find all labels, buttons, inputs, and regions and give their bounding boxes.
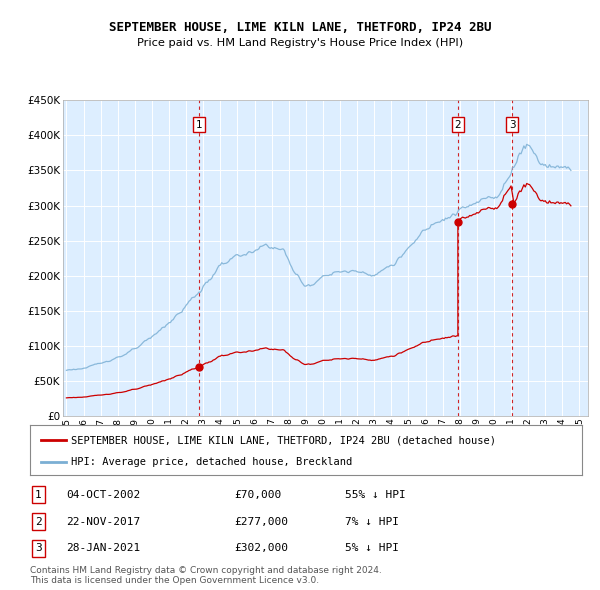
Text: 55% ↓ HPI: 55% ↓ HPI [344,490,406,500]
Text: 1: 1 [196,120,202,130]
Text: 3: 3 [35,543,41,553]
Text: Contains HM Land Registry data © Crown copyright and database right 2024.
This d: Contains HM Land Registry data © Crown c… [30,566,382,585]
Text: 3: 3 [509,120,515,130]
Text: 04-OCT-2002: 04-OCT-2002 [66,490,140,500]
Text: £302,000: £302,000 [234,543,288,553]
Text: HPI: Average price, detached house, Breckland: HPI: Average price, detached house, Brec… [71,457,353,467]
Text: 28-JAN-2021: 28-JAN-2021 [66,543,140,553]
Text: SEPTEMBER HOUSE, LIME KILN LANE, THETFORD, IP24 2BU: SEPTEMBER HOUSE, LIME KILN LANE, THETFOR… [109,21,491,34]
Text: 7% ↓ HPI: 7% ↓ HPI [344,517,398,526]
Text: 1: 1 [35,490,41,500]
Text: 2: 2 [455,120,461,130]
Text: £70,000: £70,000 [234,490,281,500]
Text: SEPTEMBER HOUSE, LIME KILN LANE, THETFORD, IP24 2BU (detached house): SEPTEMBER HOUSE, LIME KILN LANE, THETFOR… [71,436,496,446]
Text: £277,000: £277,000 [234,517,288,526]
Text: 22-NOV-2017: 22-NOV-2017 [66,517,140,526]
Text: 2: 2 [35,517,41,526]
Text: Price paid vs. HM Land Registry's House Price Index (HPI): Price paid vs. HM Land Registry's House … [137,38,463,48]
Text: 5% ↓ HPI: 5% ↓ HPI [344,543,398,553]
